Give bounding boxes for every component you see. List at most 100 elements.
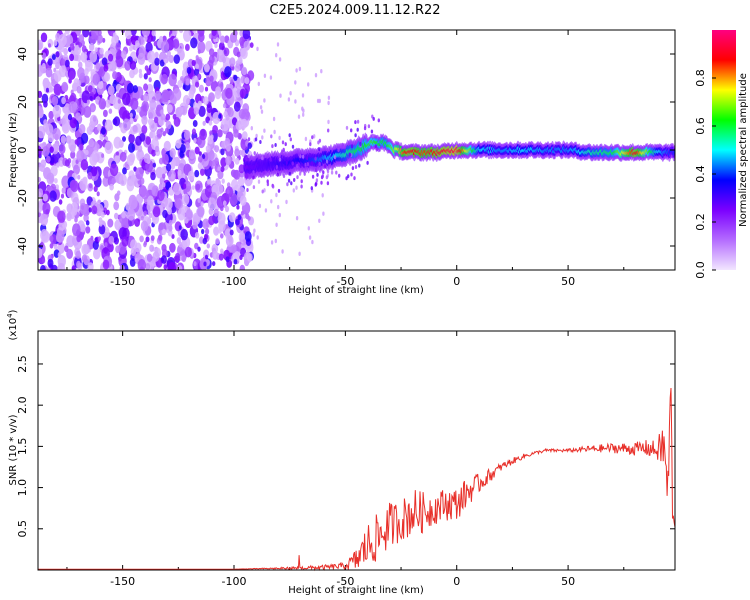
noise-blob (220, 148, 225, 156)
noise-blob (107, 85, 115, 96)
noise-blob (281, 249, 284, 254)
noise-blob (318, 98, 321, 104)
noise-blob (234, 157, 240, 165)
noise-blob (237, 56, 243, 65)
noise-blob (209, 75, 214, 82)
noise-blob (49, 243, 54, 249)
noise-blob (66, 235, 75, 248)
noise-blob (198, 155, 203, 163)
noise-blob (297, 114, 301, 119)
figure-title: C2E5.2024.009.11.12.R22 (269, 3, 440, 18)
noise-blob (257, 179, 261, 184)
noise-blob (163, 264, 168, 270)
noise-blob (128, 152, 136, 163)
transition-blob (316, 172, 319, 177)
noise-blob (243, 40, 251, 51)
noise-blob (119, 174, 127, 186)
noise-blob (220, 248, 224, 254)
noise-blob (143, 210, 148, 216)
noise-blob (119, 151, 127, 162)
noise-blob (261, 135, 264, 140)
noise-blob (220, 82, 224, 87)
transition-blob (310, 161, 314, 166)
noise-blob (57, 263, 66, 270)
svg-text:(x104): (x104) (6, 309, 19, 340)
noise-blob (131, 174, 136, 182)
noise-blob (126, 82, 134, 94)
noise-blob (38, 64, 44, 77)
noise-blob (135, 167, 144, 180)
transition-blob (354, 120, 357, 125)
noise-blob (161, 153, 169, 165)
noise-blob (61, 175, 70, 189)
noise-blob (304, 136, 308, 142)
noise-blob (66, 187, 74, 198)
transition-blob (274, 143, 277, 147)
transition-blob (246, 188, 249, 192)
noise-blob (76, 85, 82, 94)
noise-blob (218, 114, 222, 119)
transition-blob (317, 140, 320, 145)
noise-blob (61, 97, 66, 105)
noise-blob (85, 220, 90, 226)
noise-blob (147, 195, 154, 206)
noise-blob (122, 118, 131, 131)
noise-blob (223, 47, 230, 57)
colorbar-gradient (712, 30, 736, 270)
spectrogram-xtick-label: -100 (222, 275, 247, 288)
noise-blob (147, 50, 156, 63)
snr-frame (37, 330, 676, 571)
noise-blob (104, 119, 113, 132)
noise-blob (38, 162, 41, 168)
noise-blob (108, 63, 113, 70)
transition-blob (326, 181, 330, 186)
noise-blob (47, 58, 53, 66)
noise-blob (168, 73, 177, 87)
noise-blob (138, 46, 146, 58)
noise-blob (242, 30, 251, 40)
noise-blob (203, 63, 210, 73)
noise-blob (53, 40, 58, 46)
colorbar-ticks: 0.0 0.2 0.4 0.6 0.8 (694, 69, 716, 279)
noise-blob (263, 188, 266, 193)
noise-blob (104, 141, 114, 155)
noise-blob (79, 143, 84, 151)
noise-blob (233, 258, 238, 265)
noise-blob (126, 179, 135, 192)
snr-ytick-label: 1.5 (16, 438, 29, 456)
spectrogram-frame (37, 29, 676, 271)
noise-blob (275, 53, 278, 58)
noise-blob (197, 49, 201, 54)
noise-blob (218, 42, 225, 51)
noise-blob (179, 30, 184, 34)
noise-blob (314, 73, 318, 78)
noise-blob (240, 48, 248, 60)
transition-blob (284, 142, 287, 147)
noise-blob (49, 156, 55, 164)
noise-blob (149, 244, 155, 252)
noise-blob (149, 131, 154, 139)
transition-blob (366, 160, 369, 165)
noise-blob (148, 77, 152, 83)
noise-blob (172, 113, 177, 120)
noise-blob (163, 140, 171, 152)
noise-blob (129, 258, 136, 267)
noise-blob (103, 64, 109, 72)
noise-blob (138, 68, 142, 74)
noise-blob (81, 45, 87, 53)
transition-blob (326, 169, 330, 174)
noise-blob (160, 113, 166, 121)
noise-blob (143, 73, 148, 80)
noise-blob (141, 188, 149, 200)
noise-blob (45, 87, 50, 93)
noise-blob (90, 30, 100, 40)
noise-blob (113, 201, 120, 211)
spectrogram-ticks: -150 -100 -50 0 50 -40 -20 0 20 40 (16, 30, 675, 288)
noise-blob (60, 58, 66, 66)
noise-blob (211, 30, 217, 37)
transition-blob (359, 142, 362, 146)
noise-blob (116, 190, 121, 196)
transition-blob (353, 176, 356, 181)
transition-blob (306, 162, 310, 167)
noise-blob (233, 101, 241, 112)
